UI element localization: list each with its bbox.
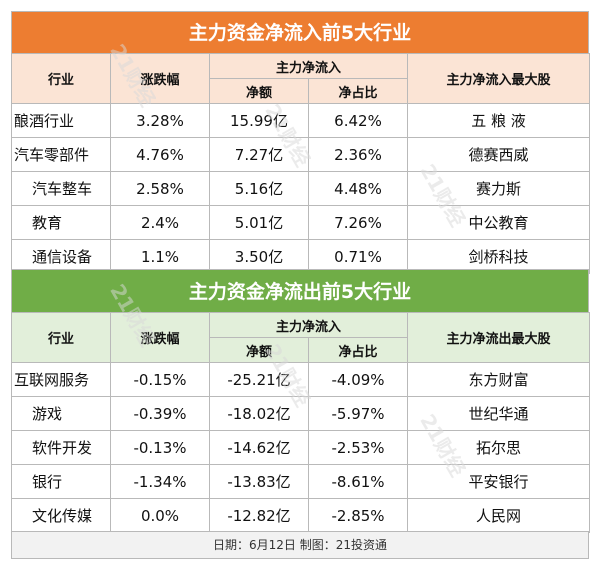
industry-cell: 教育 xyxy=(11,205,111,240)
inflow-header-top-stock: 主力净流入最大股 xyxy=(407,53,591,104)
ratio-cell: -8.61% xyxy=(307,464,409,499)
top-stock-cell: 拓尔思 xyxy=(407,430,591,465)
top-stock-cell: 东方财富 xyxy=(407,362,591,397)
outflow-table: 行业 涨跌幅 主力净流入 主力净流出最大股 净额 净占比 互联网服务 -0.15… xyxy=(11,312,591,533)
amount-cell: -12.82亿 xyxy=(209,498,309,533)
inflow-header-change: 涨跌幅 xyxy=(110,53,210,104)
industry-cell: 汽车整车 xyxy=(11,171,111,206)
table-row: 汽车整车 2.58% 5.16亿 4.48% 赛力斯 xyxy=(11,171,591,206)
ratio-cell: -2.85% xyxy=(307,498,409,533)
amount-cell: -14.62亿 xyxy=(209,430,309,465)
top-stock-cell: 赛力斯 xyxy=(407,171,591,206)
top-stock-cell: 剑桥科技 xyxy=(407,239,591,274)
change-cell: 2.58% xyxy=(110,171,210,206)
change-cell: -0.15% xyxy=(110,362,210,397)
top-stock-cell: 人民网 xyxy=(407,498,591,533)
amount-cell: 7.27亿 xyxy=(209,137,309,172)
inflow-header-amount: 净额 xyxy=(209,78,309,104)
industry-cell: 互联网服务 xyxy=(11,362,111,397)
change-cell: -1.34% xyxy=(110,464,210,499)
outflow-header-amount: 净额 xyxy=(209,337,309,363)
inflow-title: 主力资金净流入前5大行业 xyxy=(11,11,589,54)
amount-cell: 15.99亿 xyxy=(209,103,309,138)
amount-cell: -18.02亿 xyxy=(209,396,309,431)
outflow-subheader-row: 净额 净占比 xyxy=(12,337,590,363)
outflow-header-change: 涨跌幅 xyxy=(110,312,210,363)
top-stock-cell: 平安银行 xyxy=(407,464,591,499)
outflow-header-ratio: 净占比 xyxy=(307,337,409,363)
outflow-header-industry: 行业 xyxy=(11,312,111,363)
industry-cell: 汽车零部件 xyxy=(11,137,111,172)
amount-cell: -25.21亿 xyxy=(209,362,309,397)
table-row: 游戏 -0.39% -18.02亿 -5.97% 世纪华通 xyxy=(11,396,591,431)
amount-cell: -13.83亿 xyxy=(209,464,309,499)
table-row: 银行 -1.34% -13.83亿 -8.61% 平安银行 xyxy=(11,464,591,499)
outflow-title: 主力资金净流出前5大行业 xyxy=(11,269,589,313)
change-cell: 0.0% xyxy=(110,498,210,533)
ratio-cell: 4.48% xyxy=(307,171,409,206)
table-row: 汽车零部件 4.76% 7.27亿 2.36% 德赛西威 xyxy=(11,137,591,172)
table-row: 软件开发 -0.13% -14.62亿 -2.53% 拓尔思 xyxy=(11,430,591,465)
ratio-cell: 2.36% xyxy=(307,137,409,172)
outflow-header-top-stock: 主力净流出最大股 xyxy=(407,312,591,363)
top-stock-cell: 中公教育 xyxy=(407,205,591,240)
inflow-table: 行业 涨跌幅 主力净流入 主力净流入最大股 净额 净占比 酿酒行业 3.28% … xyxy=(11,53,591,274)
table-row: 通信设备 1.1% 3.50亿 0.71% 剑桥科技 xyxy=(11,239,591,274)
change-cell: -0.13% xyxy=(110,430,210,465)
table-row: 文化传媒 0.0% -12.82亿 -2.85% 人民网 xyxy=(11,498,591,533)
ratio-cell: -5.97% xyxy=(307,396,409,431)
industry-cell: 银行 xyxy=(11,464,111,499)
industry-cell: 文化传媒 xyxy=(11,498,111,533)
change-cell: -0.39% xyxy=(110,396,210,431)
ratio-cell: 0.71% xyxy=(307,239,409,274)
industry-cell: 软件开发 xyxy=(11,430,111,465)
inflow-header-ratio: 净占比 xyxy=(307,78,409,104)
top-stock-cell: 世纪华通 xyxy=(407,396,591,431)
change-cell: 4.76% xyxy=(110,137,210,172)
inflow-header-row: 行业 涨跌幅 主力净流入 主力净流入最大股 xyxy=(11,53,591,104)
top-stock-cell: 德赛西威 xyxy=(407,137,591,172)
amount-cell: 5.01亿 xyxy=(209,205,309,240)
inflow-header-industry: 行业 xyxy=(11,53,111,104)
industry-cell: 通信设备 xyxy=(11,239,111,274)
top-stock-cell: 五 粮 液 xyxy=(407,103,591,138)
table-row: 酿酒行业 3.28% 15.99亿 6.42% 五 粮 液 xyxy=(11,103,591,138)
table-row: 互联网服务 -0.15% -25.21亿 -4.09% 东方财富 xyxy=(11,362,591,397)
amount-cell: 5.16亿 xyxy=(209,171,309,206)
outflow-header-row: 行业 涨跌幅 主力净流入 主力净流出最大股 xyxy=(11,312,591,363)
inflow-subheader-row: 净额 净占比 xyxy=(12,78,590,104)
ratio-cell: -2.53% xyxy=(307,430,409,465)
ratio-cell: 6.42% xyxy=(307,103,409,138)
change-cell: 3.28% xyxy=(110,103,210,138)
industry-cell: 游戏 xyxy=(11,396,111,431)
industry-cell: 酿酒行业 xyxy=(11,103,111,138)
change-cell: 2.4% xyxy=(110,205,210,240)
ratio-cell: -4.09% xyxy=(307,362,409,397)
inflow-header-net-group: 主力净流入 xyxy=(208,53,409,79)
outflow-header-net-group: 主力净流入 xyxy=(208,312,409,338)
table-row: 教育 2.4% 5.01亿 7.26% 中公教育 xyxy=(11,205,591,240)
ratio-cell: 7.26% xyxy=(307,205,409,240)
footer-credit: 日期：6月12日 制图：21投资通 xyxy=(11,531,589,559)
